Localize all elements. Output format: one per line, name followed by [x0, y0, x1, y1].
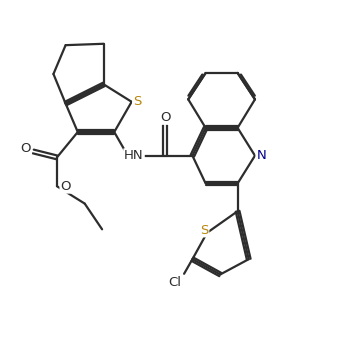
Text: S: S	[133, 95, 141, 108]
Text: N: N	[256, 149, 266, 162]
Text: O: O	[20, 142, 31, 155]
Text: O: O	[60, 180, 71, 193]
Text: O: O	[160, 111, 171, 124]
Text: S: S	[200, 223, 209, 237]
Text: Cl: Cl	[168, 276, 181, 289]
Text: HN: HN	[124, 149, 144, 162]
